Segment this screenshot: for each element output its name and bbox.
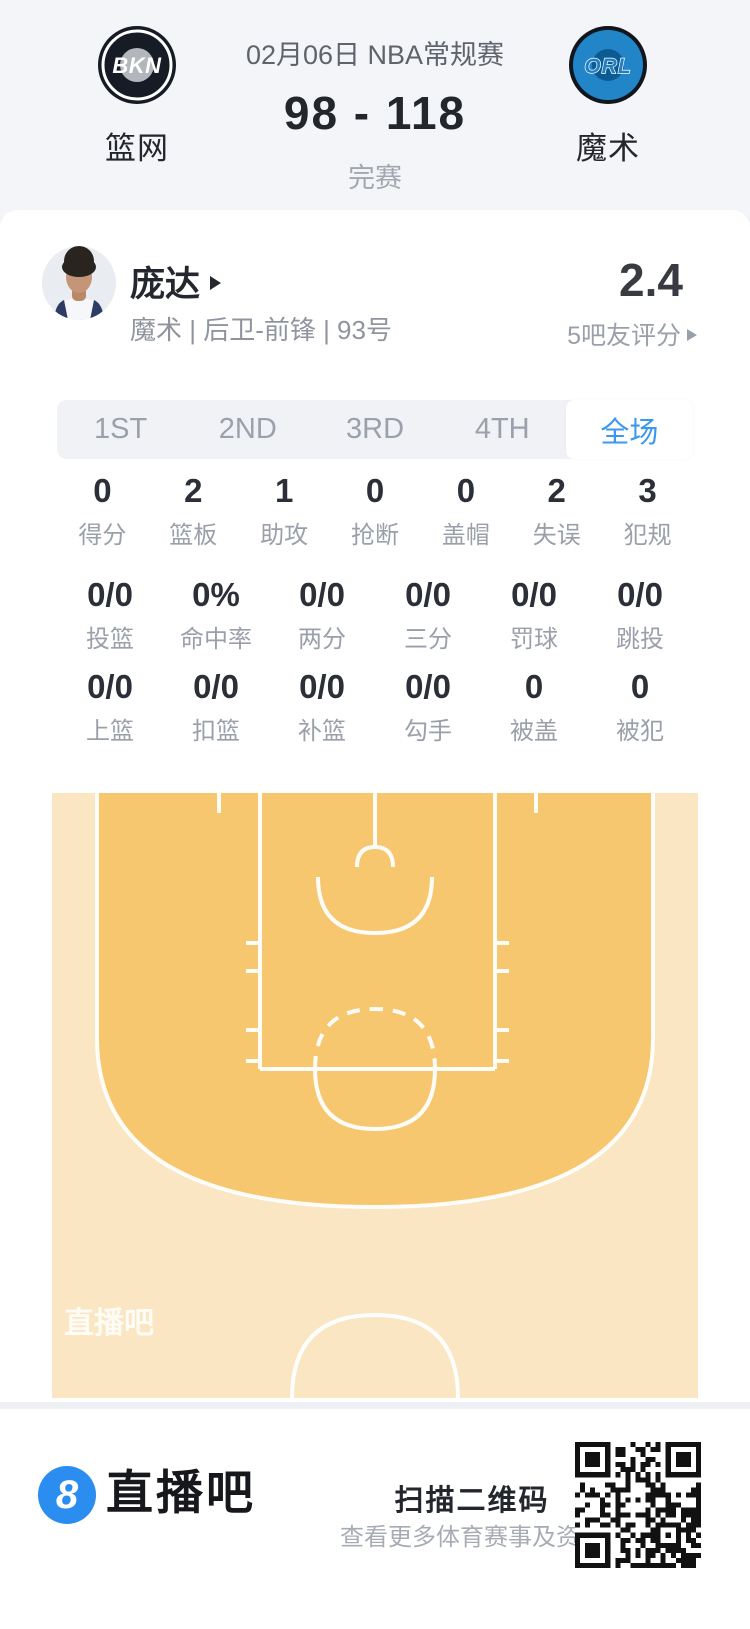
app-footer: 8 直播吧 扫描二维码 查看更多体育赛事及资讯 — [0, 1409, 750, 1629]
tab-full-game[interactable]: 全场 — [565, 400, 694, 459]
home-team-block[interactable]: BKN 篮网 — [77, 25, 197, 168]
rating-value: 2.4 — [619, 254, 683, 306]
match-score: 98 - 118 — [283, 87, 467, 139]
rating-block[interactable]: 2.4 5吧友评分 — [567, 254, 697, 352]
stat-fg: 0/0 投篮 — [86, 576, 134, 653]
orl-team-logo-icon: ORL — [568, 25, 648, 105]
bkn-team-logo-icon: BKN — [97, 25, 177, 105]
player-dropdown-icon — [210, 276, 222, 290]
brand-name: 直播吧 — [106, 1466, 256, 1519]
svg-text:BKN: BKN — [112, 53, 162, 78]
player-meta: 魔术 | 后卫-前锋 | 93号 — [130, 315, 392, 345]
tab-2nd[interactable]: 2ND — [218, 413, 277, 445]
player-name-row[interactable]: 庞达 — [130, 256, 222, 307]
stat-fouls: 3 犯规 — [623, 472, 672, 549]
home-team-name: 篮网 — [105, 131, 169, 166]
stat-steals: 0 抢断 — [351, 472, 399, 549]
stats-row-shot-types: 0/0 上篮 0/0 扣篮 0/0 补篮 0/0 勾手 0 被盖 0 被犯 — [57, 668, 693, 746]
stat-dunk: 0/0 扣篮 — [192, 668, 240, 745]
stat-putback: 0/0 补篮 — [298, 668, 346, 745]
stat-blocks: 0 盖帽 — [441, 472, 490, 549]
match-date-league: 02月06日 NBA常规赛 — [245, 40, 505, 70]
tab-3rd[interactable]: 3RD — [346, 413, 405, 445]
court-watermark: 直播吧 — [64, 1307, 154, 1340]
stat-2pt: 0/0 两分 — [298, 576, 346, 653]
match-status: 完赛 — [348, 163, 402, 193]
stats-row-basic: 0 得分 2 篮板 1 助攻 0 抢断 0 盖帽 2 失误 3 犯规 — [57, 472, 693, 550]
match-center-info: 02月06日 NBA常规赛 98 - 118 完赛 — [185, 0, 565, 195]
qr-scan-title: 扫描二维码 — [394, 1485, 550, 1517]
player-card: 庞达 魔术 | 后卫-前锋 | 93号 2.4 5吧友评分 1ST 2ND 3R… — [0, 210, 750, 1402]
stat-assists: 1 助攻 — [260, 472, 309, 549]
player-name: 庞达 — [130, 265, 201, 304]
stat-ft: 0/0 罚球 — [510, 576, 558, 653]
brand-logo-char: 8 — [55, 1472, 79, 1517]
stat-rebounds: 2 篮板 — [169, 472, 218, 549]
qr-scan-subtitle: 查看更多体育赛事及资讯 — [340, 1524, 604, 1551]
stat-layup: 0/0 上篮 — [86, 668, 134, 745]
stat-jumpshot: 0/0 跳投 — [616, 576, 664, 653]
stat-fouled: 0 被犯 — [616, 668, 664, 745]
section-divider — [0, 1402, 750, 1409]
away-team-block[interactable]: ORL 魔术 — [548, 25, 668, 168]
tab-4th[interactable]: 4TH — [474, 413, 530, 445]
tab-1st[interactable]: 1ST — [94, 413, 148, 445]
rating-more-icon — [687, 329, 697, 341]
player-avatar[interactable] — [42, 246, 116, 320]
away-team-name: 魔术 — [576, 131, 640, 166]
stat-points: 0 得分 — [78, 472, 127, 549]
svg-text:ORL: ORL — [584, 55, 631, 78]
brand-logo-icon: 8 — [38, 1466, 96, 1524]
stat-blocked: 0 被盖 — [510, 668, 558, 745]
rating-source-label: 5吧友评分 — [567, 322, 681, 350]
stats-row-shooting: 0/0 投篮 0% 命中率 0/0 两分 0/0 三分 0/0 罚球 0/0 跳投 — [57, 576, 693, 654]
stat-turnovers: 2 失误 — [532, 472, 581, 549]
qr-code — [575, 1442, 701, 1568]
stat-fg-pct: 0% 命中率 — [180, 576, 252, 653]
shot-chart-court: 直播吧 — [52, 793, 698, 1399]
match-header: BKN 篮网 02月06日 NBA常规赛 98 - 118 完赛 ORL 魔术 — [0, 0, 750, 210]
quarter-tabs: 1ST 2ND 3RD 4TH 全场 — [57, 400, 694, 459]
stat-hook: 0/0 勾手 — [404, 668, 452, 745]
stat-3pt: 0/0 三分 — [404, 576, 452, 653]
